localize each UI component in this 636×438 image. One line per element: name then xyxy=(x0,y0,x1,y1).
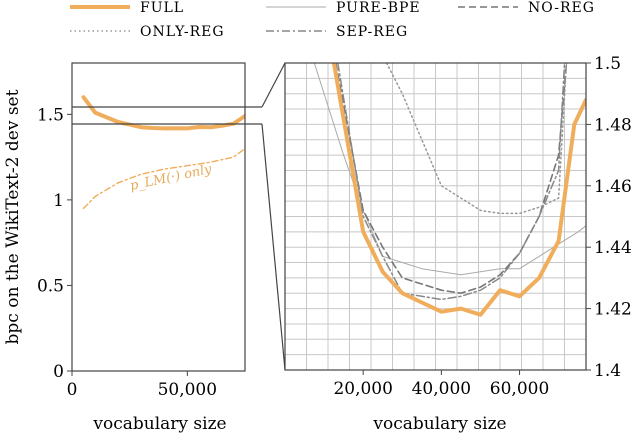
right-series xyxy=(313,63,586,317)
right-panel: 20,000 40,000 60,000 1.4 1.42 1.44 1.46 1.48 1.5… xyxy=(284,54,632,434)
right-tick-labels: 20,000 40,000 60,000 1.4 1.42 1.44 1.46 1.48 1.5 xyxy=(333,54,631,399)
left-frame xyxy=(71,62,246,372)
left-xlabel: vocabulary size xyxy=(92,414,226,434)
legend-label-sep-reg: SEP-REG xyxy=(336,24,408,40)
left-annotation: p_LM(·) only xyxy=(129,162,214,194)
legend-label-full: FULL xyxy=(140,0,184,16)
right-frame xyxy=(284,62,587,371)
legend: FULL PURE-BPE NO-REG ONLY-REG SEP-REG xyxy=(70,0,595,40)
right-grid xyxy=(285,63,586,370)
right-series-only-reg xyxy=(385,63,568,215)
zoom-connector-top xyxy=(261,62,286,108)
right-xtick-label: 40,000 xyxy=(412,379,471,399)
legend-label-only-reg: ONLY-REG xyxy=(140,24,225,40)
left-ytick-label: 0.5 xyxy=(37,276,64,296)
left-ytick-label: 1.5 xyxy=(37,105,64,125)
right-xlabel: vocabulary size xyxy=(372,414,506,434)
right-ytick-label: 1.48 xyxy=(594,115,632,135)
right-ytick-label: 1.42 xyxy=(594,300,632,320)
right-ytick-label: 1.4 xyxy=(594,361,621,381)
right-xtick-label: 60,000 xyxy=(490,379,549,399)
right-ytick-label: 1.44 xyxy=(594,238,632,258)
left-ytick-label: 0 xyxy=(53,362,64,382)
right-xtick-label: 20,000 xyxy=(333,379,392,399)
left-series xyxy=(81,95,245,210)
legend-label-no-reg: NO-REG xyxy=(528,0,595,16)
left-xtick-label: 0 xyxy=(67,380,78,400)
left-ytick-label: 1 xyxy=(53,191,64,211)
right-ytick-label: 1.46 xyxy=(594,177,632,197)
left-ylabel: bpc on the WikiText-2 dev set xyxy=(3,89,23,344)
left-tick-labels: 0 50,000 0 0.5 1 1.5 xyxy=(37,105,217,400)
left-xtick-label: 50,000 xyxy=(158,380,217,400)
right-ytick-label: 1.5 xyxy=(594,54,621,74)
left-panel: 0 50,000 0 0.5 1 1.5 p_LM(·) only vocabulary … xyxy=(3,62,246,434)
legend-label-pure-bpe: PURE-BPE xyxy=(336,0,421,16)
right-series-sep-reg xyxy=(337,63,566,301)
left-series-annotation-line xyxy=(82,147,245,210)
right-series-no-reg xyxy=(334,63,568,295)
left-series-full xyxy=(81,95,245,131)
right-series-full xyxy=(331,63,586,317)
zoom-connector-bottom xyxy=(261,123,286,371)
zoom-connectors xyxy=(72,62,286,371)
